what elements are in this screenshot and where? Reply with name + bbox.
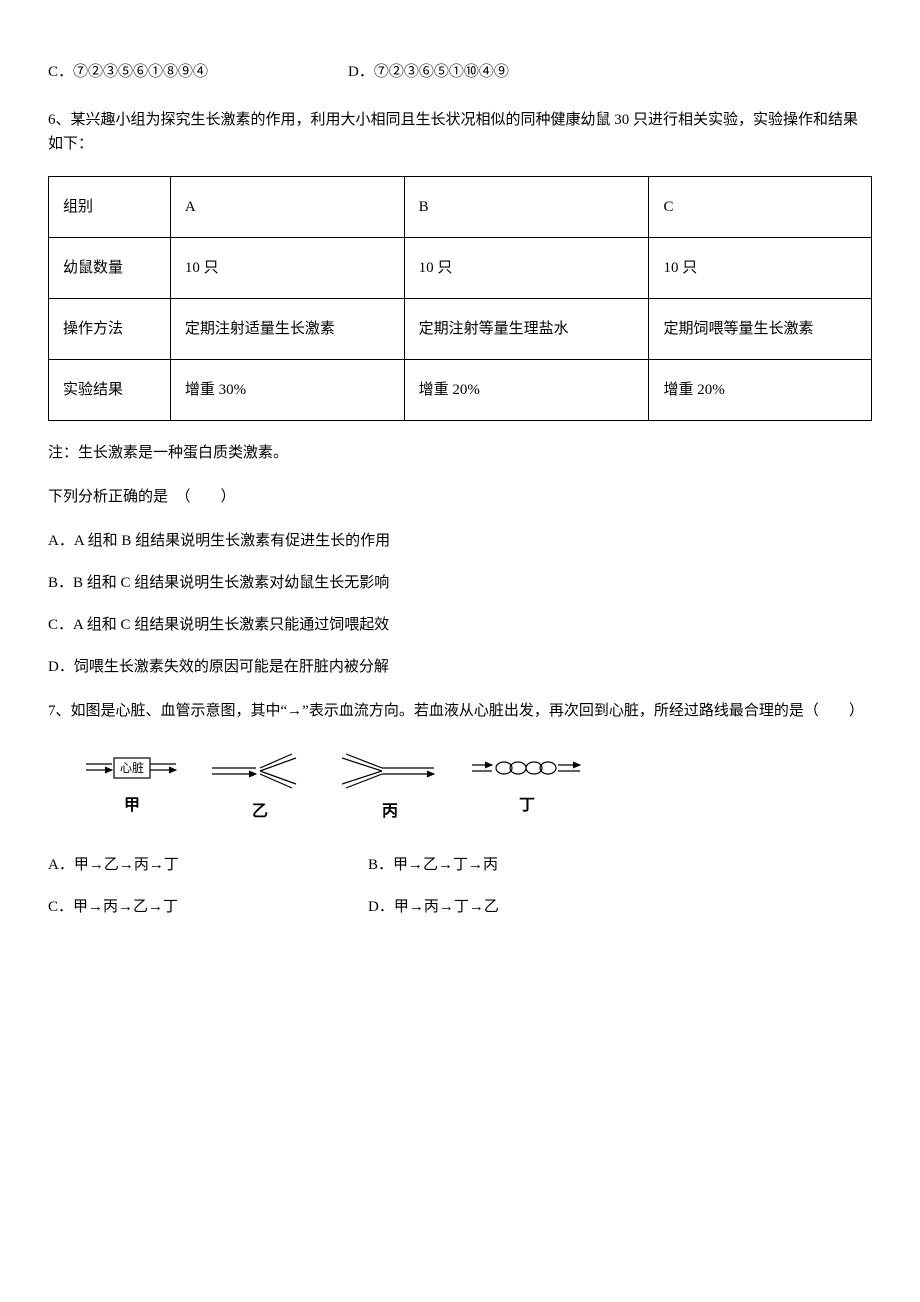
q6-options: A．A 组和 B 组结果说明生长激素有促进生长的作用 B．B 组和 C 组结果说… [48,529,872,679]
q7-option-c: C．甲→丙→乙→丁 [48,895,368,919]
capillary-icon [472,751,582,785]
diagram-label-yi: 乙 [252,799,268,825]
table-row: 操作方法 定期注射适量生长激素 定期注射等量生理盐水 定期饲喂等量生长激素 [49,299,872,360]
table-row: 幼鼠数量 10 只 10 只 10 只 [49,238,872,299]
cell: 定期饲喂等量生长激素 [649,299,872,360]
cell: A [170,177,404,238]
cell: B [404,177,649,238]
q7-stem: 7、如图是心脏、血管示意图，其中“→”表示血流方向。若血液从心脏出发，再次回到心… [48,699,872,723]
diagram-label-ding: 丁 [519,793,535,819]
diagram-jia: 心脏 甲 [86,751,178,819]
cell: 操作方法 [49,299,171,360]
svg-text:心脏: 心脏 [120,760,144,775]
q7-diagram: 心脏 甲 乙 [86,751,872,825]
cell: 10 只 [170,238,404,299]
q6-option-d: D．饲喂生长激素失效的原因可能是在肝脏内被分解 [48,655,872,679]
cell: 10 只 [404,238,649,299]
q6-option-a: A．A 组和 B 组结果说明生长激素有促进生长的作用 [48,529,872,553]
cell: C [649,177,872,238]
q6-option-c: C．A 组和 C 组结果说明生长激素只能通过饲喂起效 [48,613,872,637]
table-row: 组别 A B C [49,177,872,238]
cell: 幼鼠数量 [49,238,171,299]
cell: 实验结果 [49,360,171,421]
branch-out-icon [212,751,308,791]
q6-option-b: B．B 组和 C 组结果说明生长激素对幼鼠生长无影响 [48,571,872,595]
table-row: 实验结果 增重 30% 增重 20% 增重 20% [49,360,872,421]
prev-question-options: C．⑦②③⑤⑥①⑧⑨④ D．⑦②③⑥⑤①⑩④⑨ [48,60,872,84]
cell: 增重 30% [170,360,404,421]
diagram-bing: 丙 [342,751,438,825]
cell: 组别 [49,177,171,238]
option-d: D．⑦②③⑥⑤①⑩④⑨ [348,60,509,84]
q6-prompt: 下列分析正确的是 （ ） [48,485,872,509]
q6-table: 组别 A B C 幼鼠数量 10 只 10 只 10 只 操作方法 定期注射适量… [48,176,872,421]
q7-option-a: A．甲→乙→丙→丁 [48,853,368,877]
q6-note: 注：生长激素是一种蛋白质类激素。 [48,441,872,465]
option-c: C．⑦②③⑤⑥①⑧⑨④ [48,60,348,84]
branch-in-icon [342,751,438,791]
diagram-ding: 丁 [472,751,582,819]
heart-icon: 心脏 [86,751,178,785]
diagram-label-jia: 甲 [124,793,140,819]
cell: 增重 20% [404,360,649,421]
q6-stem: 6、某兴趣小组为探究生长激素的作用，利用大小相同且生长状况相似的同种健康幼鼠 3… [48,108,872,156]
cell: 定期注射适量生长激素 [170,299,404,360]
cell: 10 只 [649,238,872,299]
diagram-yi: 乙 [212,751,308,825]
q7-option-b: B．甲→乙→丁→丙 [368,853,498,877]
q7-option-d: D．甲→丙→丁→乙 [368,895,499,919]
cell: 定期注射等量生理盐水 [404,299,649,360]
cell: 增重 20% [649,360,872,421]
q7-options: A．甲→乙→丙→丁 B．甲→乙→丁→丙 C．甲→丙→乙→丁 D．甲→丙→丁→乙 [48,853,872,919]
diagram-label-bing: 丙 [382,799,398,825]
